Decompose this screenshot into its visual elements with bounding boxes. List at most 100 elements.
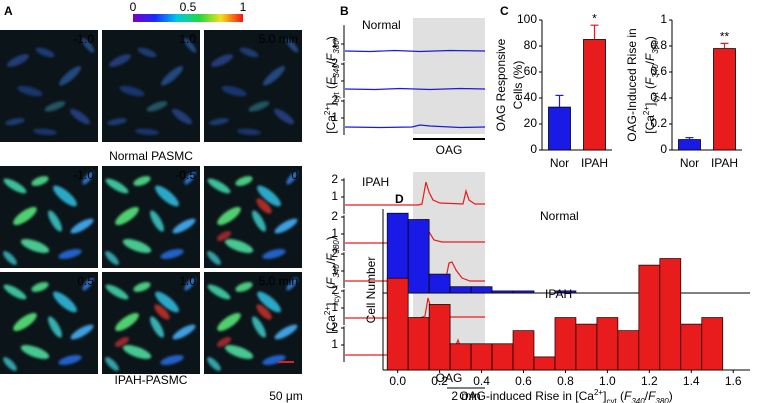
trace [344, 124, 486, 129]
trace-group-title: Normal [362, 18, 401, 32]
label-part: cyt [606, 397, 617, 403]
trace-tick-label: 1 [331, 110, 338, 124]
x-tick-label: Nor [680, 156, 699, 170]
label-part: 2+ [594, 388, 603, 397]
colorbar-tick-label: 0 [130, 0, 137, 14]
x-tick-label: IPAH [581, 156, 608, 170]
y-axis-label: OAG-Induced Rise in [625, 28, 639, 141]
x-tick-label: 0.4 [473, 374, 490, 388]
significance: ** [720, 30, 730, 44]
panel-label: C [500, 4, 509, 18]
label-part: / [324, 60, 338, 64]
x-tick-label: 1.6 [725, 374, 742, 388]
stimulus-shade [413, 18, 485, 134]
label-part: cyt [332, 292, 341, 303]
label-part: F [648, 389, 656, 403]
label-part: [Ca [643, 115, 657, 134]
y-tick-label: 0.8 [650, 38, 667, 52]
y-axis-label: Cell Number [364, 257, 378, 324]
label-part: F [324, 253, 338, 261]
label-part: 380 [332, 240, 341, 254]
trace-tick-label: 1 [331, 263, 338, 277]
label-part: 380 [655, 397, 669, 403]
histogram-bar [554, 290, 577, 294]
trace-group-title: IPAH [362, 175, 389, 189]
trace-tick-label: 1 [331, 73, 338, 87]
label-part: / [324, 260, 338, 264]
x-tick-label: 0.8 [557, 374, 574, 388]
time-label: 5.0 min [259, 32, 298, 46]
label-part: 2+ [323, 106, 332, 115]
trace-tick-label: 2 [331, 56, 338, 70]
label-part: ) [669, 389, 673, 403]
bar [548, 106, 571, 151]
label-part: [Ca [324, 315, 338, 334]
label-part: 340 [631, 397, 645, 403]
trace-tick-label: 1 [331, 300, 338, 314]
label-part: cyt [651, 92, 660, 103]
label-part: cyt [332, 92, 341, 103]
trace-y-label: [Ca2+]cyt (F340/F380) [323, 36, 341, 133]
x-tick-label: Nor [550, 156, 569, 170]
trace [345, 181, 485, 206]
label-part: F [324, 77, 338, 85]
significance: * [592, 11, 597, 25]
histogram-bar [470, 343, 493, 371]
x-tick-label: 1.0 [599, 374, 616, 388]
y-axis-label: OAG Responsive [494, 38, 508, 131]
histogram-bar [449, 343, 472, 371]
histogram-bar [491, 290, 514, 294]
panel-label: A [4, 4, 13, 18]
y-axis-label: [Ca2+]cyt (F340/F380) [642, 36, 660, 133]
caption: Normal PASMC [109, 149, 193, 163]
time-label: 5.0 min [259, 274, 298, 288]
stimulus-label: OAG [436, 371, 463, 385]
histogram-bar [575, 323, 598, 371]
panel-label: B [340, 4, 349, 18]
y-tick-label: 0 [530, 142, 537, 156]
x-tick-label: 1.4 [683, 374, 700, 388]
bar [678, 139, 701, 151]
colorbar-tick-label: 1 [240, 0, 247, 14]
label-part: 2+ [642, 106, 651, 115]
y-tick-label: 0.6 [650, 64, 667, 78]
trace-tick-label: 1 [331, 36, 338, 50]
label-part: / [645, 389, 649, 403]
label-part: F [643, 53, 657, 61]
label-part: OAG-induced Rise in [Ca [459, 389, 594, 403]
trace-tick-label: 1 [331, 226, 338, 240]
histogram-bar [554, 317, 577, 371]
histogram-bar [407, 219, 430, 294]
micrograph [102, 30, 200, 142]
label-part: F [324, 277, 338, 285]
trace-tick-label: 2 [331, 320, 338, 334]
y-tick-label: 0 [660, 142, 667, 156]
x-tick-label: 0.0 [389, 374, 406, 388]
label-part: ( [643, 85, 657, 92]
histogram-label: IPAH [545, 287, 572, 301]
trace [344, 49, 486, 53]
time-label: 0 [291, 168, 298, 182]
time-label: 0.5 [77, 274, 94, 288]
histogram-bar [680, 323, 703, 371]
caption: IPAH-PASMC [115, 373, 188, 387]
trace [344, 87, 486, 91]
label-part: ] [603, 389, 606, 403]
histogram-bar [449, 286, 472, 294]
colorbar-tick-label: 0.5 [180, 0, 197, 14]
label-part: ] [324, 303, 338, 306]
label-part: 380 [332, 40, 341, 54]
label-part: ) [324, 236, 338, 240]
label-part: ( [324, 285, 338, 292]
label-part: [Ca [324, 115, 338, 134]
stimulus-label: OAG [436, 143, 463, 157]
micrograph [0, 30, 98, 142]
y-tick-label: 20 [524, 116, 538, 130]
label-part: 340 [651, 64, 660, 78]
time-label: -1.0 [73, 32, 94, 46]
histogram-bar [512, 290, 535, 294]
time-label: -0.5 [175, 168, 196, 182]
time-label: 1.0 [179, 32, 196, 46]
